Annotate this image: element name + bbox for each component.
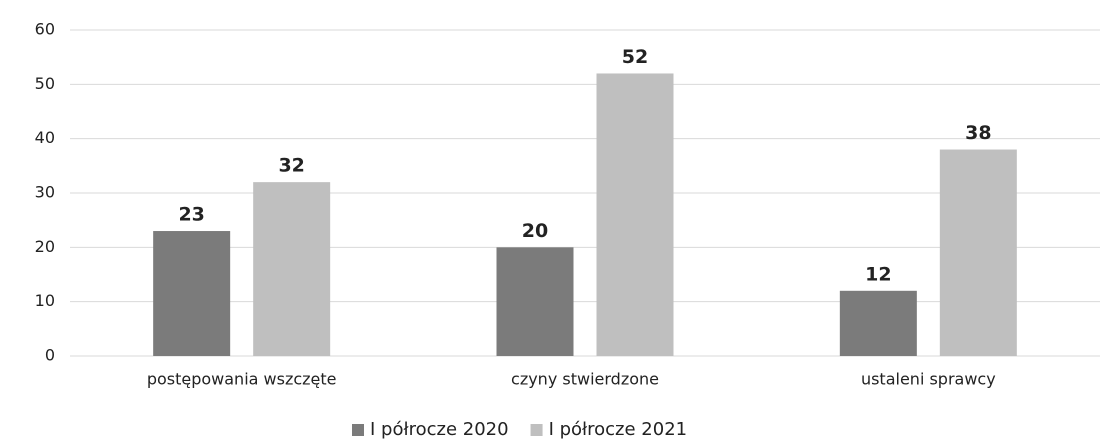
legend-swatch <box>530 424 543 436</box>
bar <box>153 231 231 356</box>
x-tick-label: ustaleni sprawcy <box>861 370 996 389</box>
data-label: 12 <box>865 263 891 285</box>
legend-label: I półrocze 2021 <box>549 419 688 440</box>
legend-label: I półrocze 2020 <box>370 419 509 440</box>
data-label: 38 <box>965 122 991 144</box>
y-tick-label: 10 <box>35 291 55 310</box>
y-tick-label: 30 <box>35 183 55 202</box>
y-tick-label: 0 <box>45 346 55 365</box>
bar <box>596 73 674 356</box>
y-tick-label: 40 <box>35 128 55 147</box>
y-tick-label: 60 <box>35 20 55 39</box>
legend-swatch <box>352 424 364 436</box>
x-tick-label: czyny stwierdzone <box>511 370 659 389</box>
bar <box>839 290 917 356</box>
bar <box>253 182 331 356</box>
bar <box>496 247 574 356</box>
data-label: 20 <box>522 220 548 242</box>
y-tick-label: 20 <box>35 237 55 256</box>
x-tick-label: postępowania wszczęte <box>147 370 337 389</box>
y-tick-label: 50 <box>35 74 55 93</box>
data-label: 23 <box>178 204 204 226</box>
data-label: 52 <box>622 46 648 68</box>
bar <box>939 149 1017 356</box>
data-label: 32 <box>278 155 304 177</box>
